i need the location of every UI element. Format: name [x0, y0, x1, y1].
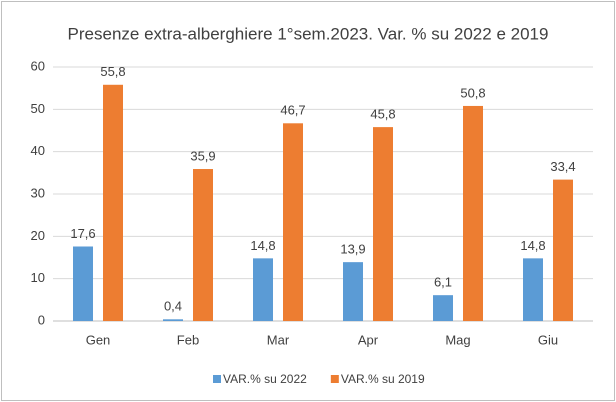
x-tick-label: Mar [267, 332, 290, 347]
bar [73, 246, 93, 321]
value-label: 17,6 [70, 226, 95, 241]
bar [253, 258, 273, 321]
bar [523, 258, 543, 321]
y-tick-label: 10 [31, 270, 45, 285]
value-label: 13,9 [340, 242, 365, 257]
legend-swatch [213, 375, 221, 383]
legend-label: VAR.% su 2019 [341, 372, 425, 386]
value-label: 14,8 [250, 238, 275, 253]
x-tick-label: Feb [177, 332, 199, 347]
x-tick-label: Mag [445, 332, 470, 347]
value-label: 0,4 [164, 299, 182, 314]
y-tick-label: 30 [31, 185, 45, 200]
y-tick-label: 20 [31, 228, 45, 243]
bar [553, 179, 573, 321]
bar [163, 319, 183, 321]
chart-title: Presenze extra-alberghiere 1°sem.2023. V… [68, 24, 549, 43]
value-label: 50,8 [460, 85, 485, 100]
y-tick-label: 50 [31, 101, 45, 116]
bar [193, 169, 213, 321]
value-label: 45,8 [370, 107, 395, 122]
x-tick-label: Giu [538, 332, 558, 347]
x-tick-label: Gen [86, 332, 111, 347]
value-label: 35,9 [190, 148, 215, 163]
y-tick-label: 0 [38, 312, 45, 327]
value-label: 55,8 [100, 64, 125, 79]
y-tick-label: 60 [31, 58, 45, 73]
x-tick-label: Apr [358, 332, 379, 347]
bar [433, 295, 453, 321]
value-label: 46,7 [280, 103, 305, 118]
bar [343, 262, 363, 321]
y-tick-label: 40 [31, 143, 45, 158]
legend-label: VAR.% su 2022 [223, 372, 307, 386]
legend-swatch [330, 375, 339, 383]
bar [283, 123, 303, 321]
bar [463, 105, 483, 322]
value-label: 14,8 [520, 238, 545, 253]
bar [103, 84, 123, 321]
value-label: 33,4 [550, 159, 575, 174]
value-label: 6,1 [434, 275, 452, 290]
bar [373, 127, 393, 321]
